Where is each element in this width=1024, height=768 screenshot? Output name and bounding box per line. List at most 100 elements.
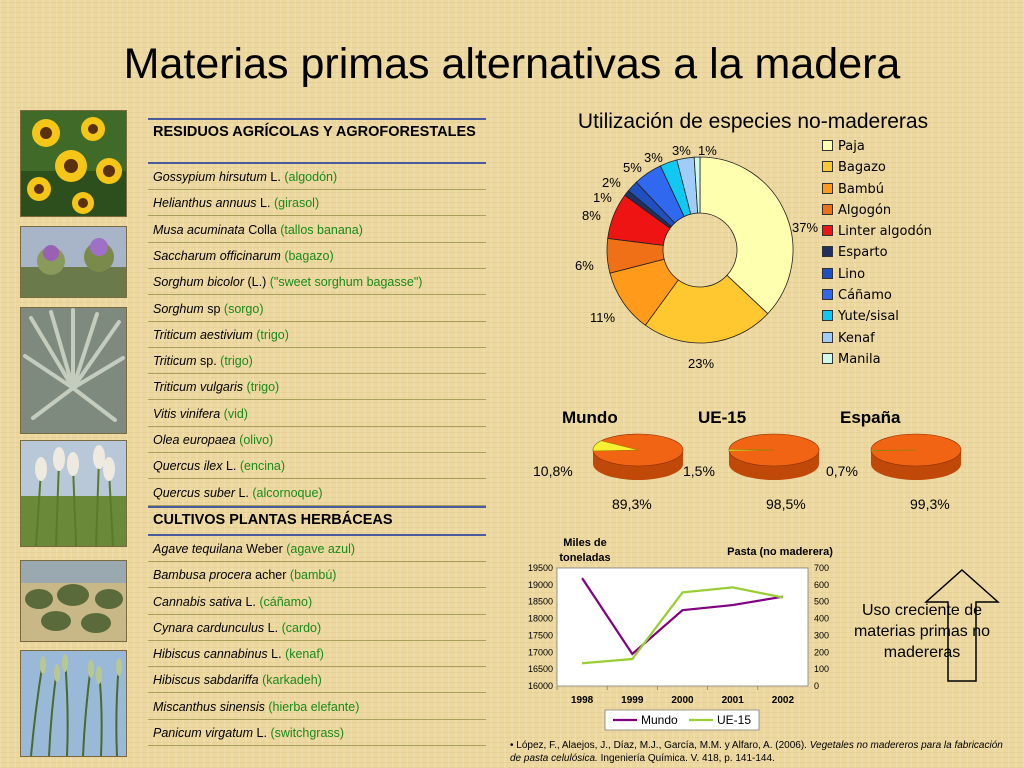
region-large-share: 89,3% — [612, 496, 652, 512]
scientific-name: Musa acuminata — [153, 222, 245, 237]
scientific-name: Triticum vulgaris — [153, 380, 244, 395]
pie-slice-small — [592, 440, 639, 452]
author: acher — [255, 568, 287, 583]
region-pie — [870, 433, 962, 480]
y-left-tick-label: 17500 — [528, 630, 553, 640]
y-right-tick-label: 500 — [814, 597, 829, 607]
x-tick-label: 1999 — [621, 695, 644, 706]
scientific-name: Cynara cardunculus — [153, 620, 265, 635]
common-name: (encina) — [239, 459, 286, 474]
author: sp. — [200, 354, 217, 369]
donut-legend: Paja Bagazo Bambú Algogón Linter algodón Espa… — [822, 136, 932, 370]
common-name: (bagazo) — [284, 248, 334, 263]
region-name: UE-15 — [698, 408, 747, 427]
pie-slice-small — [728, 449, 775, 452]
legend-label: Linter algodón — [838, 224, 932, 240]
plot-area — [556, 567, 809, 687]
legend-swatch — [822, 225, 833, 237]
region-pie — [728, 433, 820, 480]
common-name: (tallos banana) — [280, 222, 363, 237]
region-small-share: 0,7% — [826, 463, 858, 479]
species-row: Cynara cardunculus L. (cardo) — [148, 615, 486, 641]
legend-label: Bambú — [838, 181, 885, 197]
legend-swatch — [822, 140, 833, 151]
donut-chart-title: Utilización de especies no-madereras — [577, 110, 929, 133]
legend-item: Lino — [822, 264, 932, 285]
author: L. — [267, 620, 279, 635]
common-name: (kenaf) — [285, 647, 324, 662]
legend-swatch — [822, 352, 833, 364]
author: Colla — [248, 222, 277, 237]
legend-swatch — [822, 267, 833, 279]
region-small-share: 1,5% — [683, 463, 715, 479]
region-name: Mundo — [562, 408, 618, 427]
y-left-tick-label: 18500 — [528, 597, 553, 607]
scientific-name: Vitis vinifera — [153, 406, 221, 421]
common-name: (girasol) — [273, 196, 320, 211]
legend-label: Cáñamo — [838, 288, 892, 304]
legend-label: Bagazo — [838, 160, 886, 176]
x-tick-label: 2002 — [772, 695, 795, 706]
y-left-tick-label: 17000 — [528, 647, 553, 657]
donut-slice-label: 2% — [602, 175, 621, 190]
legend-label: Yute/sisal — [838, 309, 899, 325]
species-row: Quercus suber L. (alcornoque) — [148, 480, 486, 506]
scientific-name: Quercus suber — [153, 485, 235, 500]
donut-slice-label: 11% — [590, 310, 616, 325]
author: L. — [270, 170, 281, 184]
donut-slice — [693, 156, 701, 214]
scientific-name: Hibiscus sabdariffa — [153, 673, 259, 688]
y-left-tick-label: 18000 — [528, 614, 553, 624]
species-row: Gossypium hirsutum L. (algodón) — [148, 164, 486, 190]
species-row: Sorghum bicolor (L.) ("sweet sorghum bag… — [148, 269, 486, 296]
legend-swatch — [822, 161, 833, 173]
y-left-tick-label: 19000 — [528, 580, 553, 590]
legend-label: UE-15 — [717, 713, 751, 727]
common-name: (vid) — [223, 406, 248, 421]
species-row: Helianthus annuus L. (girasol) — [148, 190, 486, 217]
common-name: (cardo) — [281, 620, 322, 635]
scientific-name: Helianthus annuus — [153, 196, 257, 211]
common-name: (olivo) — [239, 433, 274, 447]
author: Weber — [246, 541, 283, 556]
common-name: (agave azul) — [286, 541, 356, 556]
species-row: Sorghum sp (sorgo) — [148, 296, 486, 322]
species-row: Musa acuminata Colla (tallos banana) — [148, 217, 486, 243]
legend-item: Kenaf — [822, 328, 932, 349]
author: L. — [238, 485, 249, 500]
species-row: Vitis vinifera (vid) — [148, 401, 486, 427]
legend-label: Mundo — [641, 713, 678, 727]
section-heading: CULTIVOS PLANTAS HERBÁCEAS — [148, 505, 486, 536]
y-right-tick-label: 300 — [814, 630, 829, 640]
legend-label: Paja — [838, 139, 865, 154]
x-tick-label: 2000 — [671, 695, 694, 706]
legend-item: Yute/sisal — [822, 306, 932, 327]
y-left-tick-label: 16500 — [528, 664, 553, 674]
scientific-name: Quercus ilex — [153, 459, 223, 474]
species-row: Olea europaea (olivo) — [148, 427, 486, 453]
species-row: Hibiscus sabdariffa (karkadeh) — [148, 667, 486, 694]
y-left-tick-label: 16000 — [528, 681, 553, 691]
donut-slice-label: 37% — [792, 220, 819, 235]
scientific-name: Gossypium hirsutum — [153, 170, 267, 184]
donut-slice-label: 8% — [582, 208, 601, 223]
up-arrow-icon — [924, 568, 1000, 682]
common-name: (karkadeh) — [262, 673, 322, 688]
y-right-tick-label: 600 — [814, 580, 829, 590]
author: sp — [207, 301, 221, 316]
region-pie — [592, 433, 684, 480]
author: L. — [245, 594, 256, 609]
common-name: (trigo) — [256, 327, 289, 342]
scientific-name: Cannabis sativa — [153, 594, 242, 609]
donut-slice-label: 1% — [593, 190, 612, 205]
species-row: Bambusa procera acher (bambú) — [148, 562, 486, 589]
common-name: (hierba elefante) — [268, 699, 360, 714]
species-row: Triticum aestivium (trigo) — [148, 322, 486, 348]
species-row: Triticum sp. (trigo) — [148, 348, 486, 375]
legend-label: Lino — [838, 266, 866, 282]
common-name: (trigo) — [220, 354, 253, 369]
region-name: España — [840, 408, 901, 427]
y-right-tick-label: 200 — [814, 647, 829, 657]
region-small-share: 10,8% — [533, 463, 573, 479]
legend-label: Kenaf — [838, 330, 875, 346]
